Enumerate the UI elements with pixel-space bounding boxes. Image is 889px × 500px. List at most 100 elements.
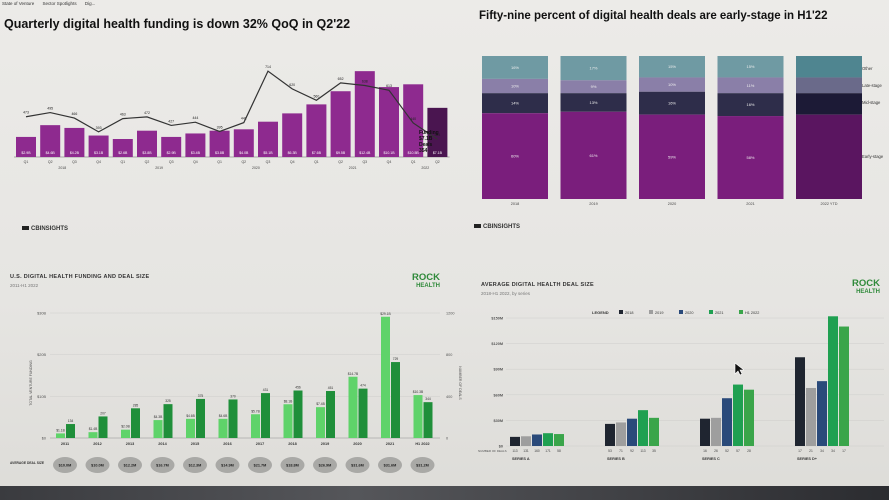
avg-deal-size-value: $12.2M — [124, 464, 137, 468]
stage-segment — [639, 56, 705, 78]
avg-deal-size-value: $21.7M — [254, 464, 267, 468]
deal-count-label: 375 — [198, 394, 204, 398]
panel3-title: U.S. DIGITAL HEALTH FUNDING AND DEAL SIZ… — [10, 274, 150, 280]
stage-segment — [482, 56, 548, 79]
y-left-tick: $20B — [37, 353, 46, 357]
quarter-tick-label: Q4 — [387, 160, 392, 164]
stage-segment — [717, 56, 784, 78]
stage-segment — [717, 116, 784, 199]
quarter-tick-label: Q2 — [338, 160, 343, 164]
funding-bar — [427, 107, 448, 157]
avg-deal-size-badge — [410, 457, 435, 473]
deal-count-label: 52 — [725, 449, 729, 453]
funding-value-label: $4.3B — [154, 415, 163, 419]
avg-deal-size-badge — [53, 457, 77, 473]
quarter-tick-label: Q4 — [96, 160, 101, 164]
deals-bar — [196, 398, 205, 438]
funding-value-label: $1.1B — [56, 428, 65, 432]
bar-value-label: $7.1B — [433, 151, 443, 155]
legend-label: LEGEND — [592, 310, 609, 315]
bar-value-label: $3.4B — [191, 151, 201, 155]
funding-bar — [121, 429, 130, 438]
stage-segment — [560, 56, 627, 81]
quarter-tick-label: Q3 — [266, 160, 271, 164]
stage-segment — [560, 93, 627, 112]
year-tick-label: 2020 — [668, 202, 676, 206]
quarter-tick-label: Q3 — [362, 160, 367, 164]
quarter-tick-label: Q2 — [48, 160, 53, 164]
deal-count-label: 431 — [263, 388, 269, 392]
stage-segment — [639, 114, 705, 199]
deal-count-label: 427 — [168, 119, 174, 123]
deals-bar — [391, 362, 400, 438]
year-tick-label: 2018 — [58, 166, 66, 170]
y-left-tick: $0 — [42, 437, 46, 441]
avg-deal-size-value: $12.3M — [189, 464, 202, 468]
deal-count-label: 17 — [842, 449, 846, 453]
panel1-title: Quarterly digital health funding is down… — [4, 17, 351, 31]
deal-count-label: 113 — [512, 449, 517, 453]
deal-count-label: 134 — [68, 419, 74, 423]
deals-bar — [358, 388, 368, 438]
deal-size-bar — [532, 434, 542, 446]
quarter-tick-label: Q1 — [411, 160, 416, 164]
quarter-tick-label: Q4 — [290, 160, 295, 164]
deals-bar — [66, 424, 75, 438]
funding-bar — [258, 121, 278, 157]
funding-value-label: $8.1B — [284, 399, 293, 403]
year-tick-label: 2015 — [191, 442, 199, 446]
funding-bar — [161, 136, 182, 157]
legend-swatch — [619, 310, 623, 314]
segment-percent-label: 16% — [746, 102, 754, 107]
funding-bar — [354, 71, 375, 157]
year-tick-label: 2019 — [155, 166, 163, 170]
deals-bar — [423, 402, 433, 438]
legend-funding-value: $7.1B — [419, 136, 433, 142]
deal-size-bar — [510, 436, 520, 446]
segment-percent-label: 59% — [668, 154, 676, 159]
deal-size-bar — [722, 398, 732, 446]
funding-value-label: $4.6B — [219, 414, 228, 418]
bar-value-label: $2.9B — [21, 151, 31, 155]
bar-value-label: $2.6B — [118, 151, 128, 155]
funding-bar — [282, 113, 303, 157]
deal-size-bar — [711, 417, 721, 446]
breadcrumb: State of Venture Sector Spotlights Dig..… — [2, 1, 102, 6]
legend-entry: Late-stage — [862, 83, 882, 88]
year-tick-label: 2020 — [353, 442, 361, 446]
number-of-deals-label: NUMBER OF DEALS — [478, 449, 507, 453]
quarter-tick-label: Q1 — [120, 160, 125, 164]
y-left-axis-label: TOTAL VENTURE FUNDING — [29, 360, 33, 406]
deal-size-bar — [839, 326, 849, 446]
deal-size-bar — [795, 357, 805, 446]
segment-percent-label: 17% — [589, 66, 597, 71]
panel3-subtitle: 2011-H1 2022 — [10, 283, 39, 288]
year-tick-label: 2011 — [61, 442, 69, 446]
deal-size-bar — [806, 387, 816, 446]
monitor-bezel — [0, 486, 889, 500]
breadcrumb-item[interactable]: State of Venture — [2, 1, 35, 6]
deal-count-label: 21 — [809, 449, 813, 453]
funding-value-label: $29.1B — [380, 312, 391, 316]
deal-count-label: 160 — [534, 449, 540, 453]
deal-count-label: 354 — [434, 133, 440, 137]
deal-count-label: 474 — [360, 384, 366, 388]
breadcrumb-item[interactable]: Dig... — [84, 1, 96, 6]
funding-bar — [218, 418, 228, 438]
funding-bar — [56, 433, 65, 438]
bar-value-label: $10.5B — [408, 151, 420, 155]
breadcrumb-item[interactable]: Sector Spotlights — [42, 1, 77, 6]
deal-count-label: 620 — [289, 83, 295, 87]
segment-percent-label: 14% — [511, 101, 519, 106]
funding-bar — [40, 125, 61, 157]
funding-bar — [64, 127, 85, 157]
cbinsights-logo: CBINSIGHTS — [474, 224, 520, 230]
deal-count-label: 16 — [703, 449, 707, 453]
segment-percent-label: 10% — [668, 82, 676, 87]
series-category-label: SERIES B — [607, 457, 625, 461]
segment-percent-label: 16% — [511, 65, 519, 70]
funding-bar — [153, 420, 163, 438]
deal-count-label: 53 — [608, 449, 612, 453]
deal-count-label: 495 — [47, 107, 53, 111]
